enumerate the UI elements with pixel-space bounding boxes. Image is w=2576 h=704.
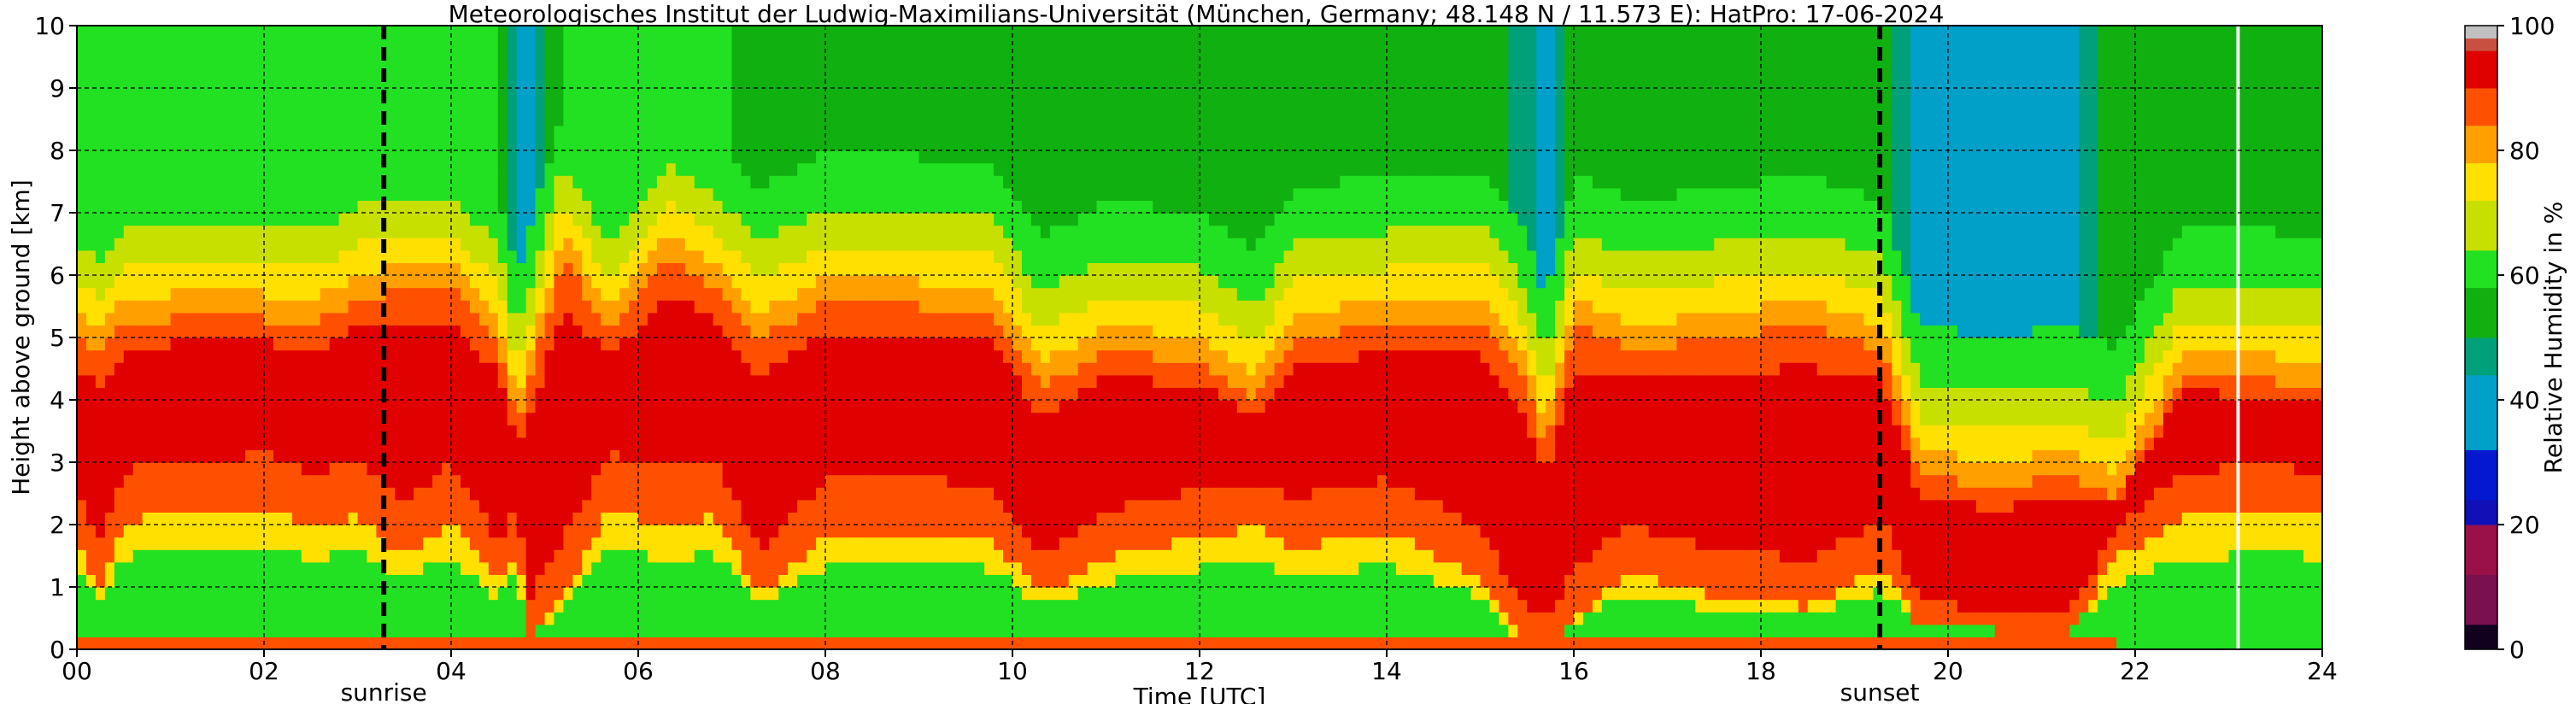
x-tick-label: 02 [249,657,279,685]
y-tick-label: 0 [50,636,65,664]
y-tick-label: 10 [34,12,65,40]
chart-title: Meteorologisches Institut der Ludwig-Max… [449,0,1945,28]
x-axis-label: Time [UTC] [1133,683,1266,704]
colorbar-band [2465,249,2497,289]
colorbar-tick-label: 20 [2509,511,2540,539]
colorbar-label: Relative Humidity in % [2539,202,2567,474]
colorbar-band [2465,525,2497,575]
colorbar-tick-label: 100 [2509,12,2555,40]
colorbar-band [2465,26,2497,39]
sun-events: sunrise sunset [341,26,1920,704]
x-tick-label: 18 [1746,657,1776,685]
colorbar-band [2465,162,2497,201]
y-tick-label: 2 [50,511,65,539]
colorbar-band [2465,287,2497,338]
colorbar-frame [2464,25,2498,650]
colorbar-tick-label: 40 [2509,386,2540,414]
x-tick-label: 06 [623,657,654,685]
x-tick-label: 00 [62,657,92,685]
colorbar-tick-label: 0 [2509,636,2525,664]
x-tick-label: 10 [997,657,1028,685]
gridlines [77,26,2322,649]
sunset-label: sunset [1840,678,1920,704]
colorbar-band [2465,200,2497,251]
x-tick-label: 22 [2120,657,2151,685]
x-tick-label: 20 [1933,657,1963,685]
x-axis-ticks: 00 02 04 06 08 10 12 14 16 18 20 22 24 [62,649,2338,685]
x-tick-label: 08 [810,657,841,685]
colorbar-band [2465,88,2497,126]
y-tick-label: 8 [50,137,65,165]
y-tick-label: 5 [50,324,65,352]
colorbar-band [2465,374,2497,450]
colorbar-band [2465,624,2497,650]
colorbar-band [2465,125,2497,164]
colorbar: 0 20 40 60 80 100 [2464,12,2555,664]
y-tick-label: 4 [50,386,65,414]
colorbar-band [2465,337,2497,376]
y-tick-label: 1 [50,573,65,601]
y-axis-label: Height above ground [km] [7,179,35,496]
colorbar-tick-label: 80 [2509,137,2540,165]
y-tick-label: 3 [50,449,65,477]
colorbar-band [2465,38,2497,51]
x-tick-label: 12 [1184,657,1215,685]
y-tick-label: 9 [50,74,65,103]
colorbar-band [2465,449,2497,501]
x-tick-label: 24 [2307,657,2338,685]
colorbar-tick-label: 60 [2509,261,2540,290]
colorbar-band [2465,50,2497,89]
y-tick-label: 6 [50,261,65,290]
colorbar-band [2465,574,2497,625]
colorbar-band [2465,499,2497,525]
sunrise-label: sunrise [341,678,427,704]
x-tick-label: 14 [1371,657,1402,685]
y-tick-label: 7 [50,199,65,227]
x-tick-label: 16 [1558,657,1589,685]
y-axis-ticks: 0 1 2 3 4 5 6 7 8 9 10 [34,12,77,664]
x-tick-label: 04 [436,657,466,685]
